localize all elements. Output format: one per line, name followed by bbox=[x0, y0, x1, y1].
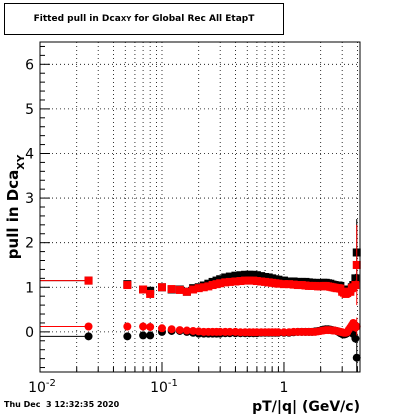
data-point-circle bbox=[146, 331, 155, 340]
data-point-square bbox=[351, 281, 360, 290]
data-point-circle bbox=[352, 353, 361, 362]
data-point-square bbox=[146, 289, 155, 298]
data-point-square bbox=[351, 274, 360, 283]
x-axis-label: pT/|q| (GeV/c) bbox=[252, 399, 360, 414]
data-point-square bbox=[221, 273, 230, 282]
data-point-square bbox=[279, 280, 288, 289]
data-point-square bbox=[194, 284, 203, 293]
data-point-square bbox=[221, 278, 230, 287]
data-point-circle bbox=[167, 325, 176, 334]
data-point-square bbox=[84, 276, 93, 285]
data-point-square bbox=[199, 283, 208, 292]
data-point-square bbox=[216, 275, 225, 284]
y-tick-label: 1 bbox=[25, 280, 34, 296]
data-point-circle bbox=[351, 334, 360, 343]
chart-title: Fitted pull in Dca XY for Global Rec All … bbox=[4, 3, 284, 35]
y-axis-label-subscript: XY bbox=[16, 154, 27, 170]
y-tick-label: 6 bbox=[25, 57, 34, 73]
x-tick-label-exponent: -2 bbox=[46, 378, 56, 389]
y-tick-label: 0 bbox=[25, 325, 34, 341]
y-axis-label: pull in DcaXY bbox=[4, 154, 27, 259]
data-point-square bbox=[216, 279, 225, 288]
series-red-square bbox=[40, 224, 361, 306]
data-point-square bbox=[289, 280, 298, 289]
data-point-square bbox=[252, 277, 261, 286]
data-point-square bbox=[231, 271, 240, 280]
data-point-square bbox=[189, 285, 198, 294]
data-point-circle bbox=[182, 326, 191, 335]
series-red-circle bbox=[40, 317, 361, 337]
chart-title-subscript: XY bbox=[120, 15, 132, 23]
data-point-square bbox=[274, 279, 283, 288]
data-point-square bbox=[231, 277, 240, 286]
x-tick-label: 10-2 bbox=[28, 378, 56, 396]
data-point-square bbox=[204, 282, 213, 291]
y-tick-label: 2 bbox=[25, 236, 34, 252]
data-point-circle bbox=[139, 331, 148, 340]
data-point-circle bbox=[274, 328, 283, 337]
axes: 0 1 2 3 4 5 6 10-2 10-1 1 bbox=[25, 45, 358, 396]
data-point-circle bbox=[175, 326, 184, 335]
data-point-circle bbox=[139, 322, 148, 331]
data-point-circle bbox=[123, 322, 132, 331]
data-point-circle bbox=[225, 327, 234, 336]
x-tick-label-exponent: -1 bbox=[168, 378, 178, 389]
data-point-square bbox=[236, 271, 245, 280]
data-point-square bbox=[167, 285, 176, 294]
y-tick-label: 3 bbox=[25, 191, 34, 207]
grid bbox=[40, 42, 360, 372]
data-point-square bbox=[175, 285, 184, 294]
data-point-circle bbox=[123, 332, 132, 341]
data-point-square bbox=[241, 276, 250, 285]
data-point-circle bbox=[157, 324, 166, 333]
data-point-square bbox=[352, 260, 361, 269]
data-point-circle bbox=[352, 322, 361, 331]
data-point-square bbox=[182, 287, 191, 296]
data-point-circle bbox=[146, 322, 155, 331]
data-point-square bbox=[241, 270, 250, 279]
data-point-square bbox=[252, 271, 261, 280]
data-point-square bbox=[225, 272, 234, 281]
data-point-square bbox=[225, 277, 234, 286]
plot-frame bbox=[39, 41, 361, 373]
x-tick-label: 1 bbox=[280, 380, 289, 396]
y-axis-label-main: pull in Dca bbox=[4, 170, 22, 259]
x-tick-label: 10-1 bbox=[150, 378, 178, 396]
chart-title-main: Fitted pull in Dca bbox=[33, 14, 121, 24]
data-point-circle bbox=[84, 322, 93, 331]
data-point-square bbox=[123, 281, 132, 290]
data-point-square bbox=[285, 280, 294, 289]
data-point-square bbox=[139, 285, 148, 294]
series-layer bbox=[40, 219, 361, 372]
data-point-square bbox=[236, 277, 245, 286]
chart-title-rest: for Global Rec All EtapT bbox=[131, 14, 255, 24]
data-point-circle bbox=[84, 332, 93, 341]
timestamp-footer: Thu Dec 3 12:32:35 2020 bbox=[4, 400, 120, 409]
data-point-square bbox=[157, 283, 166, 292]
y-tick-label: 4 bbox=[25, 146, 34, 162]
y-tick-label: 5 bbox=[25, 102, 34, 118]
